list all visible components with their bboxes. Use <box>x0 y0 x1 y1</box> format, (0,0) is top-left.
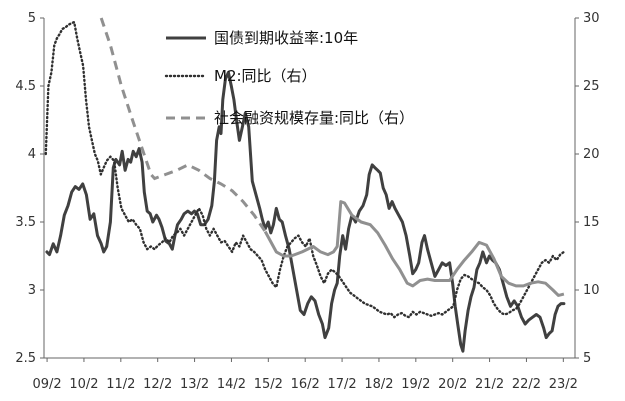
legend-label: 社会融资规模存量:同比（右） <box>214 109 414 127</box>
y-axis-right-ticks: 5 10 15 20 25 30 <box>575 11 600 366</box>
series-line-solid <box>263 200 565 297</box>
series-line <box>45 70 566 353</box>
y-left-tick-label: 4 <box>28 147 36 162</box>
x-tick-label: 18/2 <box>364 377 393 392</box>
legend-item-2: 社会融资规模存量:同比（右） <box>166 109 414 127</box>
x-tick-label: 22/2 <box>512 377 541 392</box>
y-right-tick-label: 20 <box>583 147 600 162</box>
y-left-tick-label: 4.5 <box>15 79 36 94</box>
x-tick-label: 09/2 <box>32 377 61 392</box>
series-layer <box>44 17 566 353</box>
legend: 国债到期收益率:10年 M2:同比（右） 社会融资规模存量:同比（右） <box>164 29 414 127</box>
series-0 <box>45 70 566 353</box>
x-tick-label: 13/2 <box>180 377 209 392</box>
x-tick-label: 23/2 <box>549 377 578 392</box>
series-1 <box>44 20 566 319</box>
x-axis-ticks: 09/2 10/2 11/2 12/2 13/2 14/2 15/2 16/2 17/2 18/2… <box>32 358 578 392</box>
series-line-dashed <box>99 17 267 233</box>
x-tick-label: 17/2 <box>327 377 356 392</box>
x-tick-label: 12/2 <box>143 377 172 392</box>
y-right-tick-label: 25 <box>583 79 600 94</box>
series-line <box>44 20 566 319</box>
legend-label: M2:同比（右） <box>214 67 317 85</box>
y-axis-left-ticks: 2.5 3 3.5 4 4.5 5 <box>15 11 44 366</box>
legend-item-1: M2:同比（右） <box>164 67 317 85</box>
y-left-tick-label: 3 <box>28 283 36 298</box>
x-tick-label: 14/2 <box>217 377 246 392</box>
x-tick-label: 10/2 <box>69 377 98 392</box>
y-right-tick-label: 15 <box>583 215 600 230</box>
plot-area <box>43 18 576 359</box>
y-right-tick-label: 5 <box>583 351 591 366</box>
series-2 <box>99 17 565 297</box>
x-tick-label: 21/2 <box>475 377 504 392</box>
legend-label: 国债到期收益率:10年 <box>214 29 358 47</box>
y-left-tick-label: 5 <box>28 11 36 26</box>
x-tick-label: 19/2 <box>401 377 430 392</box>
y-right-tick-label: 10 <box>583 283 600 298</box>
x-tick-label: 16/2 <box>291 377 320 392</box>
y-left-tick-label: 2.5 <box>15 351 36 366</box>
x-tick-label: 20/2 <box>438 377 467 392</box>
legend-item-0: 国债到期收益率:10年 <box>166 29 358 47</box>
y-right-tick-label: 30 <box>583 11 600 26</box>
x-tick-label: 11/2 <box>106 377 135 392</box>
x-tick-label: 15/2 <box>254 377 283 392</box>
y-left-tick-label: 3.5 <box>15 215 36 230</box>
